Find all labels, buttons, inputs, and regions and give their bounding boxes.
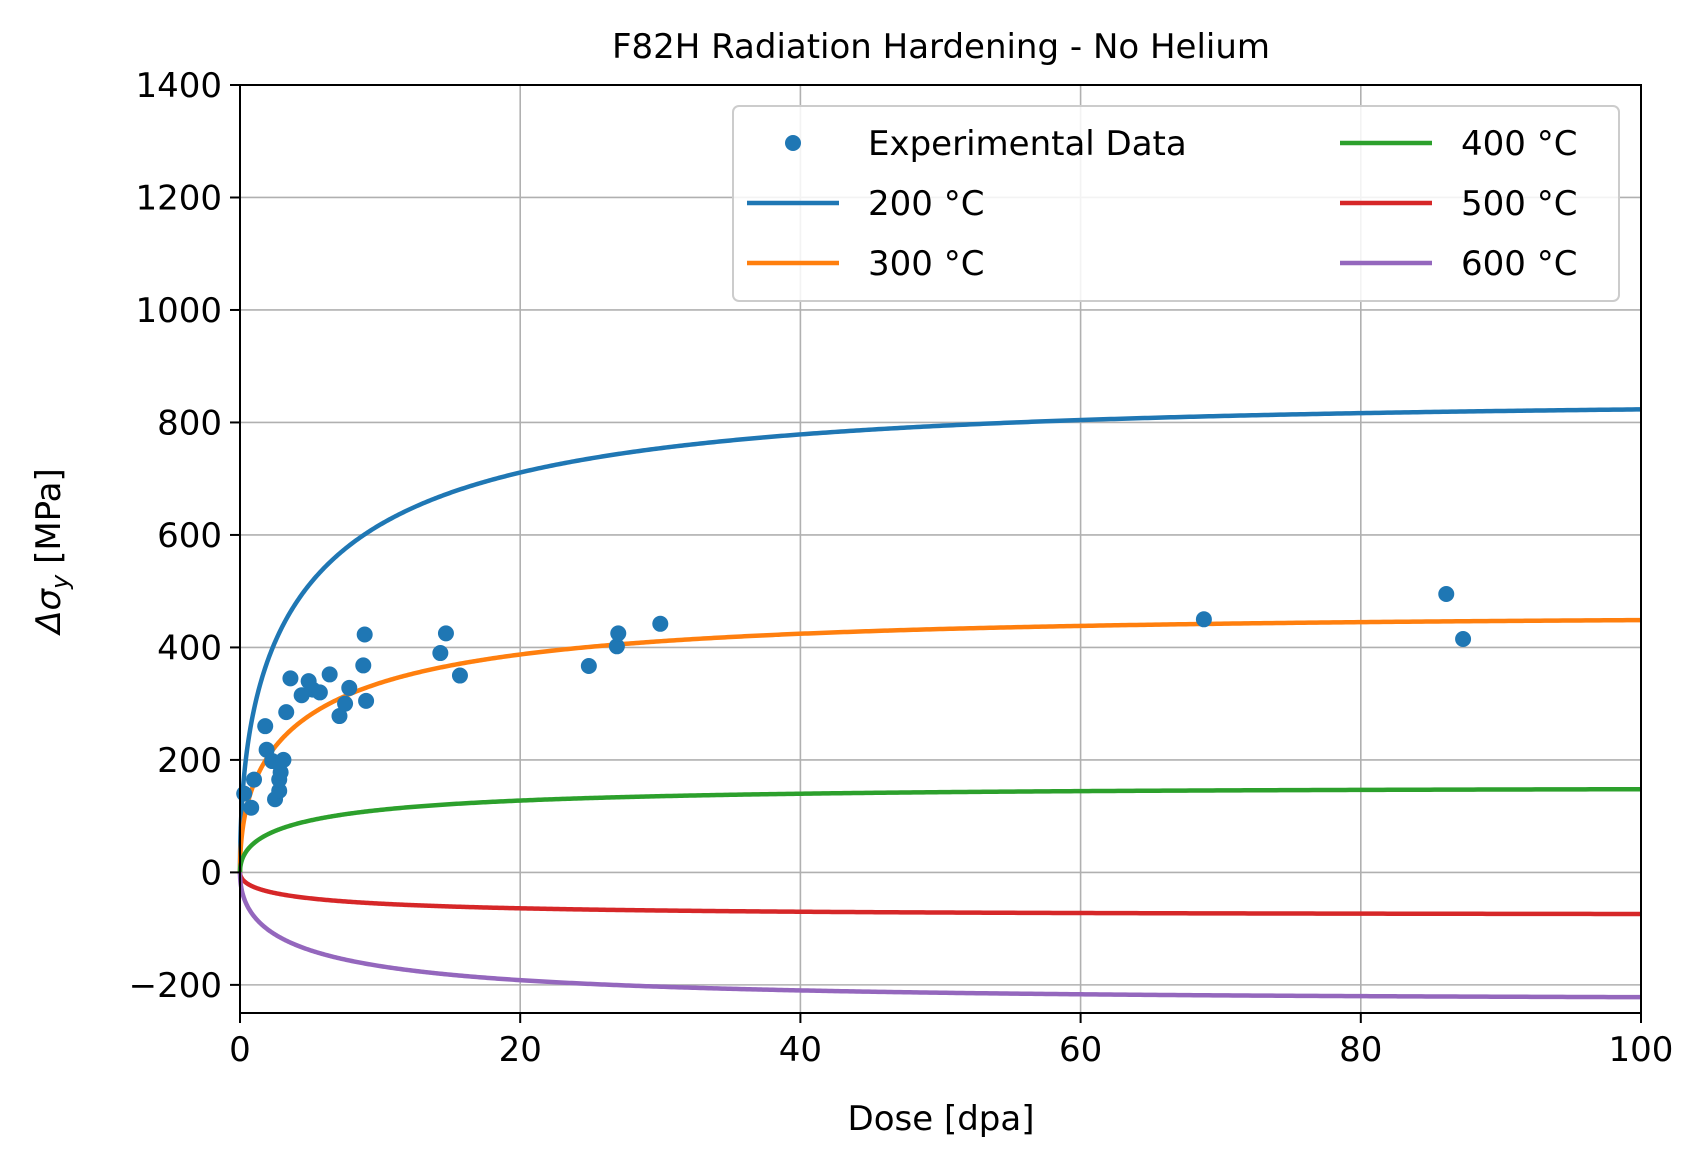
x-tick-label: 0 <box>229 1030 251 1070</box>
series-line-4 <box>237 870 1641 917</box>
data-point <box>272 764 289 781</box>
chart-title: F82H Radiation Hardening - No Helium <box>612 27 1270 67</box>
data-point <box>356 626 373 643</box>
data-point <box>1438 585 1455 602</box>
legend-label: 600 °C <box>1461 244 1577 284</box>
x-tick-label: 100 <box>1609 1030 1674 1070</box>
data-point <box>610 625 627 642</box>
scatter-points <box>236 585 1472 816</box>
legend-label: 200 °C <box>868 184 984 224</box>
y-tick-label: 1200 <box>135 178 222 218</box>
y-tick-label: 1000 <box>135 291 222 331</box>
data-point <box>652 615 669 632</box>
series-line-5 <box>237 871 1642 1000</box>
legend: Experimental Data 200 °C 300 °C 400 °C 500 °… <box>732 105 1620 302</box>
y-tick-label: 400 <box>157 628 222 668</box>
data-point <box>1195 611 1212 628</box>
data-point <box>271 782 288 799</box>
fit-curves <box>237 407 1642 1000</box>
data-point <box>275 751 292 768</box>
series-line-2 <box>237 617 1642 873</box>
x-tick-label: 40 <box>779 1030 822 1070</box>
data-point <box>358 692 375 709</box>
data-point <box>608 638 625 655</box>
y-tick-label: 800 <box>157 403 222 443</box>
x-tick-label: 20 <box>499 1030 542 1070</box>
y-tick-label: 200 <box>157 741 222 781</box>
y-tick-label: 600 <box>157 516 222 556</box>
y-axis-label-symbol: Δσ <box>29 587 69 636</box>
data-point <box>257 718 274 735</box>
data-point <box>243 799 260 816</box>
data-point <box>321 666 338 683</box>
data-point <box>355 657 372 674</box>
data-point <box>236 785 253 802</box>
series-line-1 <box>237 407 1642 873</box>
data-point <box>437 625 454 642</box>
data-point <box>580 657 597 674</box>
y-axis-ticks: −200 0 200 400 600 800 1000 1200 1400 <box>129 66 240 1006</box>
legend-box <box>732 105 1620 302</box>
data-point <box>331 708 348 725</box>
y-axis-label-unit: [MPa] <box>29 468 69 574</box>
data-point <box>311 684 328 701</box>
legend-label: 500 °C <box>1461 184 1577 224</box>
x-tick-label: 60 <box>1059 1030 1102 1070</box>
x-tick-label: 80 <box>1339 1030 1382 1070</box>
legend-marker <box>785 135 801 151</box>
legend-label: 300 °C <box>868 244 984 284</box>
data-point <box>451 667 468 684</box>
series-line-3 <box>237 786 1642 875</box>
data-point <box>278 704 295 721</box>
y-tick-label: 1400 <box>135 66 222 106</box>
legend-label: Experimental Data <box>868 124 1187 164</box>
data-point <box>1455 630 1472 647</box>
y-tick-label: −200 <box>129 966 222 1006</box>
x-axis-ticks: 0 20 40 60 80 100 <box>229 1013 1673 1070</box>
plot-frame <box>239 84 1642 1014</box>
legend-label: 400 °C <box>1461 124 1577 164</box>
data-point <box>341 679 358 696</box>
x-axis-label: Dose [dpa] <box>848 1099 1035 1139</box>
y-tick-label: 0 <box>200 853 222 893</box>
data-point <box>246 771 263 788</box>
data-point <box>432 645 449 662</box>
y-axis-label-subscript: y <box>46 574 74 590</box>
data-point <box>337 695 354 712</box>
y-axis-label: Δσy [MPa] <box>29 468 74 637</box>
data-point <box>282 670 299 687</box>
